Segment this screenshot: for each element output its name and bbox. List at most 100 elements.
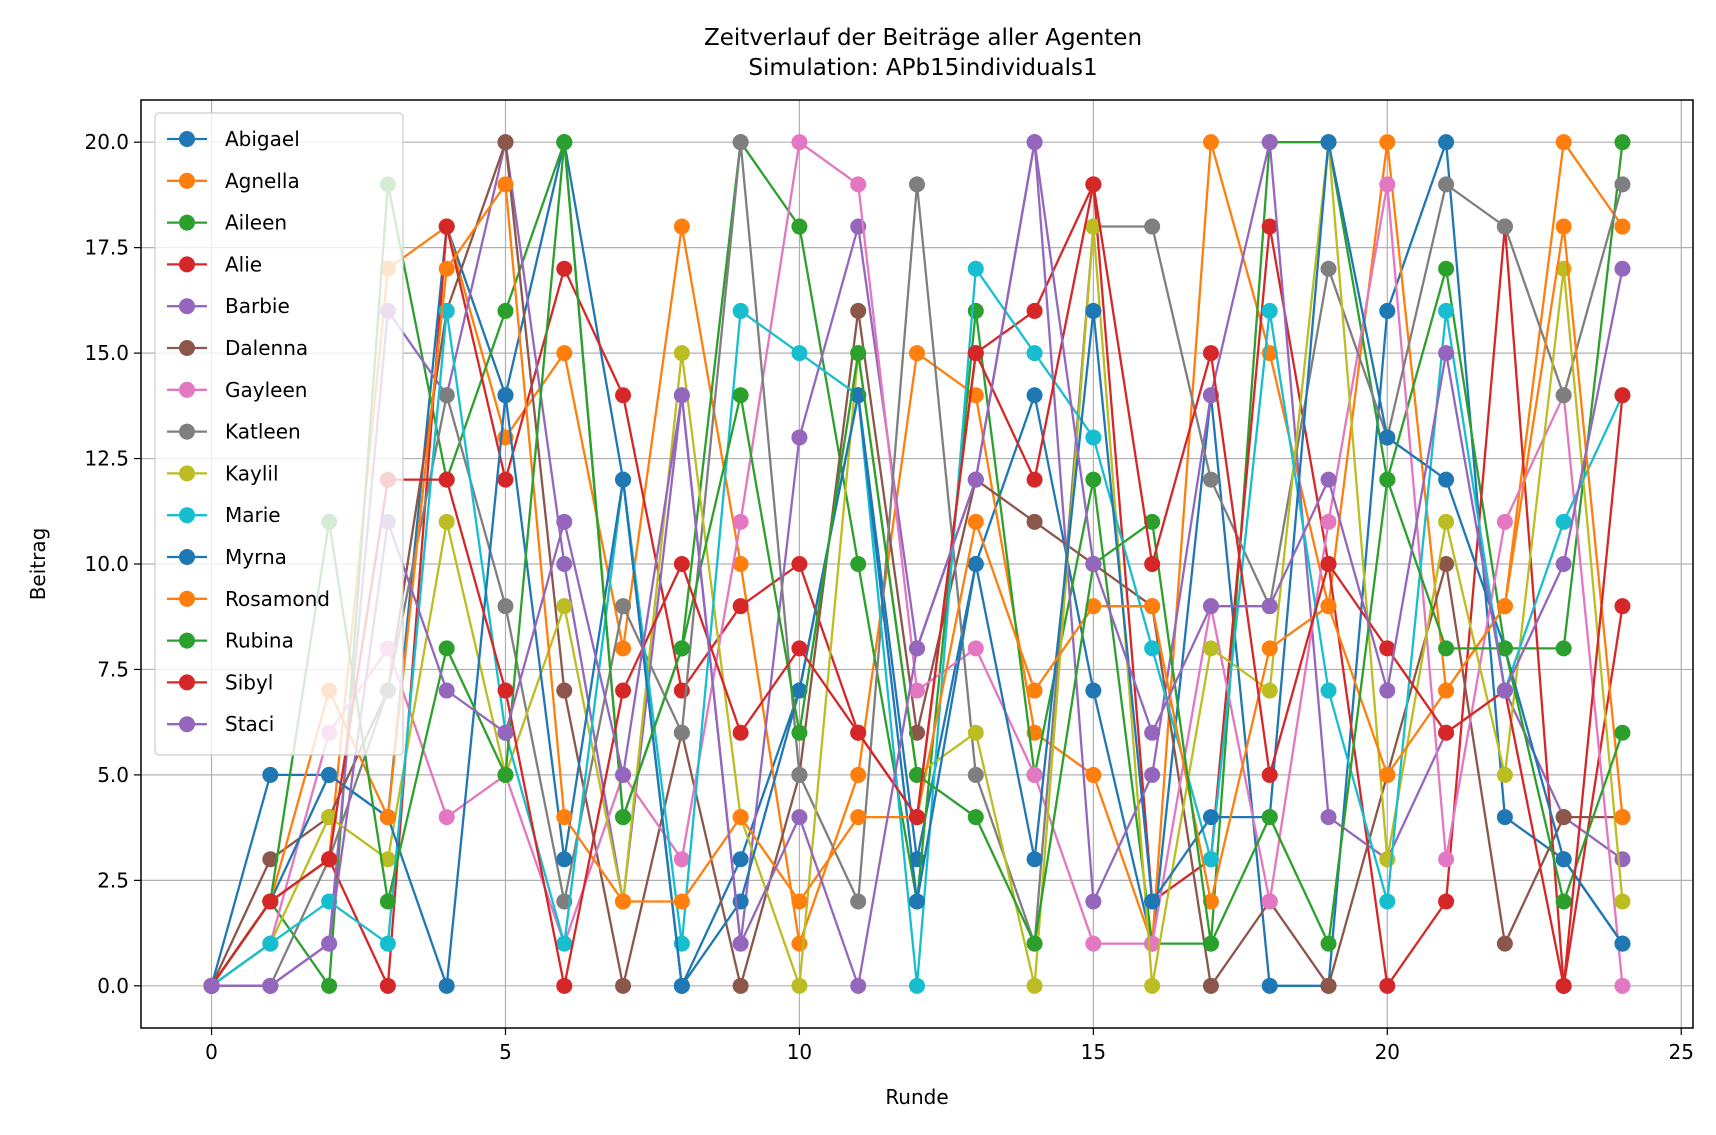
data-point bbox=[1261, 598, 1278, 615]
data-point bbox=[1320, 682, 1337, 699]
data-point bbox=[556, 345, 573, 362]
data-point bbox=[673, 851, 690, 868]
data-point bbox=[1202, 851, 1219, 868]
data-point bbox=[497, 134, 514, 151]
data-point bbox=[1379, 302, 1396, 319]
data-point bbox=[1202, 134, 1219, 151]
data-point bbox=[1026, 302, 1043, 319]
data-point bbox=[615, 640, 632, 657]
data-point bbox=[1555, 977, 1572, 994]
data-point bbox=[1379, 893, 1396, 910]
data-point bbox=[556, 809, 573, 826]
data-point bbox=[1144, 724, 1161, 741]
data-point bbox=[615, 471, 632, 488]
data-point bbox=[497, 724, 514, 741]
data-point bbox=[1026, 387, 1043, 404]
data-point bbox=[1144, 640, 1161, 657]
data-point bbox=[1438, 345, 1455, 362]
data-point bbox=[379, 935, 396, 952]
data-point bbox=[1379, 977, 1396, 994]
data-point bbox=[203, 977, 220, 994]
data-point bbox=[321, 809, 338, 826]
data-point bbox=[673, 218, 690, 235]
data-point bbox=[497, 598, 514, 615]
data-point bbox=[909, 977, 925, 994]
data-point bbox=[1320, 556, 1337, 572]
data-point bbox=[1085, 218, 1102, 235]
series-sibyl bbox=[203, 176, 1631, 994]
data-point bbox=[1202, 809, 1219, 826]
data-point bbox=[1438, 176, 1455, 193]
data-point bbox=[967, 513, 984, 530]
data-point bbox=[1144, 893, 1161, 910]
data-point bbox=[1555, 893, 1572, 910]
x-tick-label: 15 bbox=[1081, 1040, 1106, 1064]
data-point bbox=[262, 851, 279, 868]
data-point bbox=[673, 345, 690, 362]
legend-label: Dalenna bbox=[225, 336, 308, 360]
legend-item: Katleen bbox=[167, 420, 301, 444]
data-point bbox=[1614, 260, 1631, 277]
x-tick-label: 20 bbox=[1375, 1040, 1400, 1064]
data-point bbox=[1614, 893, 1631, 910]
y-tick-label: 2.5 bbox=[97, 868, 129, 892]
data-point bbox=[1085, 556, 1102, 572]
data-point bbox=[438, 513, 455, 530]
data-point bbox=[1614, 176, 1631, 193]
data-point bbox=[1438, 724, 1455, 741]
data-point bbox=[321, 935, 338, 952]
data-point bbox=[438, 218, 455, 235]
data-point bbox=[732, 513, 749, 530]
gridlines bbox=[141, 100, 1693, 1028]
legend-item: Dalenna bbox=[167, 336, 308, 360]
data-point bbox=[1085, 766, 1102, 783]
data-point bbox=[615, 682, 632, 699]
data-point bbox=[850, 893, 867, 910]
legend-label: Sibyl bbox=[225, 670, 273, 694]
data-point bbox=[1496, 598, 1513, 615]
chart-title: Zeitverlauf der Beiträge aller Agenten bbox=[704, 25, 1142, 51]
data-point bbox=[791, 977, 808, 994]
data-point bbox=[791, 134, 808, 151]
data-point bbox=[673, 640, 690, 657]
data-point bbox=[850, 556, 867, 572]
legend-label: Alie bbox=[225, 252, 262, 276]
data-point bbox=[850, 345, 867, 362]
data-point bbox=[850, 176, 867, 193]
data-point bbox=[791, 682, 808, 699]
y-tick-label: 7.5 bbox=[97, 657, 129, 681]
data-point bbox=[1614, 134, 1631, 151]
data-point bbox=[321, 977, 338, 994]
data-point bbox=[438, 977, 455, 994]
data-point bbox=[673, 977, 690, 994]
data-point bbox=[497, 176, 514, 193]
x-tick-label: 5 bbox=[499, 1040, 512, 1064]
data-point bbox=[615, 809, 632, 826]
data-point bbox=[556, 977, 573, 994]
data-point bbox=[262, 977, 279, 994]
legend-frame bbox=[154, 112, 404, 756]
data-point bbox=[909, 176, 925, 193]
data-point bbox=[967, 766, 984, 783]
data-point bbox=[791, 766, 808, 783]
data-point bbox=[1202, 471, 1219, 488]
legend-label: Aileen bbox=[225, 211, 287, 235]
data-point bbox=[1261, 809, 1278, 826]
data-point bbox=[1379, 682, 1396, 699]
data-point bbox=[615, 598, 632, 615]
data-point bbox=[1379, 766, 1396, 783]
data-point bbox=[1320, 513, 1337, 530]
data-point bbox=[967, 809, 984, 826]
data-point bbox=[1555, 809, 1572, 826]
data-point bbox=[1085, 176, 1102, 193]
data-point bbox=[1202, 893, 1219, 910]
data-point bbox=[732, 387, 749, 404]
data-point bbox=[732, 302, 749, 319]
data-point bbox=[615, 766, 632, 783]
data-point bbox=[1144, 218, 1161, 235]
data-point bbox=[1614, 724, 1631, 741]
legend-label: Gayleen bbox=[225, 378, 307, 402]
axis-ticks: 0 5 10 15 20 25 0.0 2.5 5.0 7.5 10.0 12.5 15.0 17.5 20… bbox=[84, 130, 1694, 1064]
data-point bbox=[556, 682, 573, 699]
